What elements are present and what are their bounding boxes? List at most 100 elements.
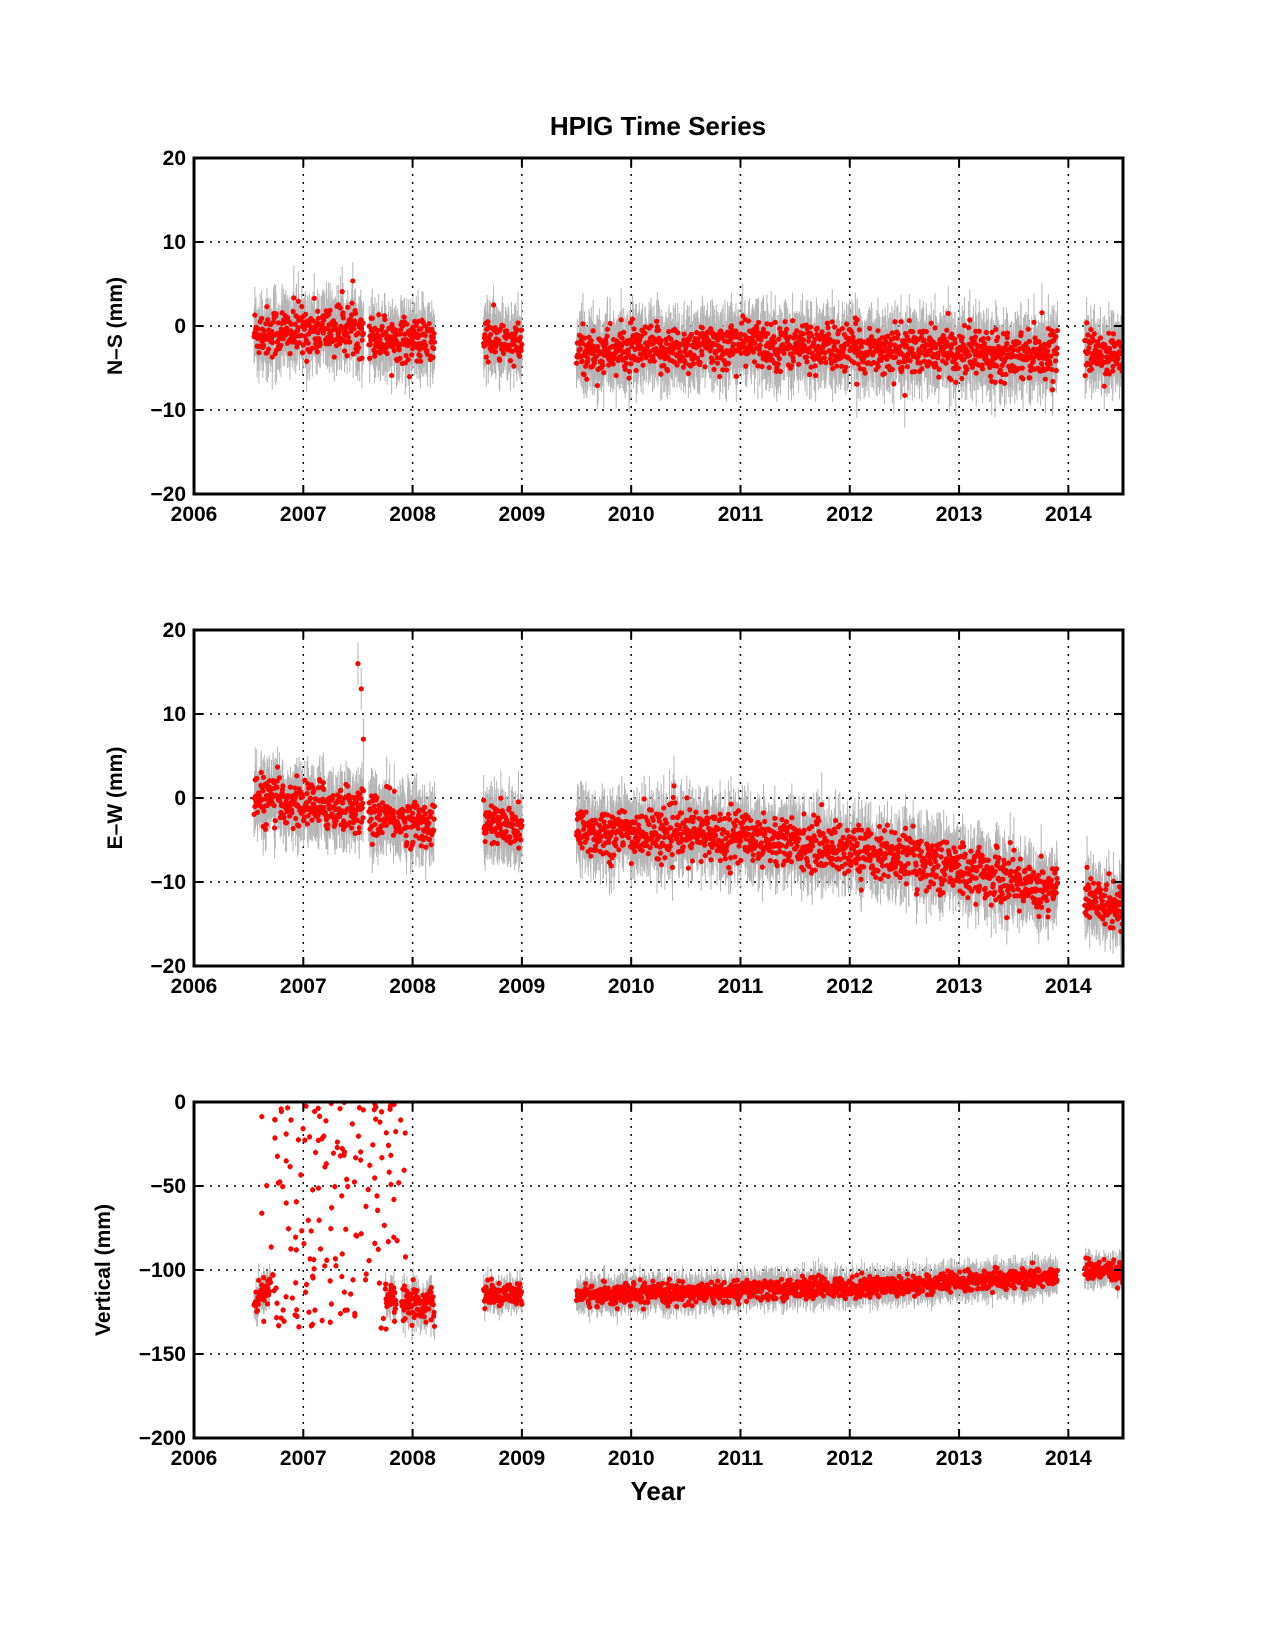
data-point <box>688 331 694 338</box>
data-point <box>1084 320 1090 326</box>
data-point <box>413 323 419 329</box>
data-point <box>402 331 408 337</box>
data-point <box>288 321 294 327</box>
data-point <box>577 346 583 352</box>
data-point <box>367 341 373 348</box>
data-point <box>383 329 389 335</box>
data-point <box>618 343 625 350</box>
data-point <box>336 329 342 335</box>
data-point <box>1053 334 1059 340</box>
data-point <box>752 340 758 346</box>
data-point <box>867 325 873 332</box>
data-point <box>715 337 721 343</box>
data-point <box>315 308 321 314</box>
data-point <box>997 367 1003 373</box>
data-point <box>259 315 265 321</box>
data-point <box>949 351 955 358</box>
data-point <box>1039 310 1045 316</box>
data-point <box>351 326 357 332</box>
data-point <box>1001 380 1008 386</box>
data-point <box>884 356 890 362</box>
data-point <box>699 352 705 358</box>
data-point <box>658 338 664 344</box>
data-point <box>668 336 674 342</box>
data-point <box>1095 339 1101 345</box>
data-point <box>1097 335 1104 341</box>
data-point <box>431 339 438 345</box>
data-point <box>426 320 432 327</box>
data-point <box>825 325 831 331</box>
data-point <box>423 342 429 349</box>
data-point <box>340 315 346 321</box>
data-point <box>1003 371 1009 378</box>
data-point <box>369 315 375 321</box>
data-point <box>936 366 942 372</box>
data-point <box>768 321 774 327</box>
data-point <box>406 374 413 380</box>
data-point <box>326 312 332 318</box>
data-point <box>1047 361 1053 367</box>
data-point <box>313 340 319 347</box>
data-point <box>764 321 770 327</box>
data-point <box>714 360 721 366</box>
data-point <box>658 371 664 377</box>
data-point <box>394 339 400 345</box>
data-point <box>1054 327 1061 334</box>
data-point <box>511 363 517 369</box>
data-point <box>694 330 700 336</box>
data-point <box>625 348 631 354</box>
data-point <box>354 341 360 347</box>
data-point <box>261 328 267 334</box>
data-point <box>317 342 323 348</box>
data-point <box>1045 348 1051 354</box>
data-point <box>759 363 765 370</box>
data-point <box>1026 338 1033 344</box>
data-point <box>655 327 662 333</box>
data-point <box>295 325 301 331</box>
data-point <box>382 316 388 323</box>
data-point <box>431 345 437 352</box>
data-point <box>309 345 315 351</box>
data-point <box>296 340 303 346</box>
data-point <box>993 326 999 332</box>
data-point <box>417 358 424 364</box>
data-point <box>1052 358 1059 364</box>
data-points-group <box>251 262 1123 428</box>
x-tick-label: 2008 <box>389 503 436 526</box>
data-point <box>829 319 835 325</box>
data-point <box>360 320 366 326</box>
data-point <box>1107 345 1113 352</box>
data-point <box>711 366 717 372</box>
data-point <box>401 314 407 320</box>
data-point <box>595 344 601 350</box>
data-point <box>347 339 353 345</box>
data-point <box>918 350 924 356</box>
data-point <box>775 361 781 367</box>
data-point <box>738 350 744 356</box>
data-point <box>917 360 923 366</box>
data-point <box>1036 338 1042 345</box>
data-point <box>1085 332 1091 338</box>
data-point <box>801 342 807 349</box>
data-points-group <box>251 642 1123 962</box>
data-point <box>381 313 388 319</box>
data-point <box>517 334 523 341</box>
data-point <box>720 367 726 373</box>
data-point <box>796 361 802 367</box>
data-point <box>959 375 965 382</box>
data-point <box>702 364 708 370</box>
data-point <box>757 342 763 348</box>
data-point <box>293 339 299 346</box>
data-point <box>629 316 636 322</box>
data-point <box>594 382 600 389</box>
data-point <box>831 343 837 350</box>
data-point <box>341 348 348 354</box>
data-point <box>745 318 752 324</box>
data-point <box>856 327 863 333</box>
data-point <box>591 360 597 366</box>
data-point <box>389 372 395 379</box>
axes-frame <box>192 156 1125 496</box>
data-point <box>923 328 929 335</box>
data-point <box>1049 387 1056 393</box>
data-point <box>710 358 716 364</box>
